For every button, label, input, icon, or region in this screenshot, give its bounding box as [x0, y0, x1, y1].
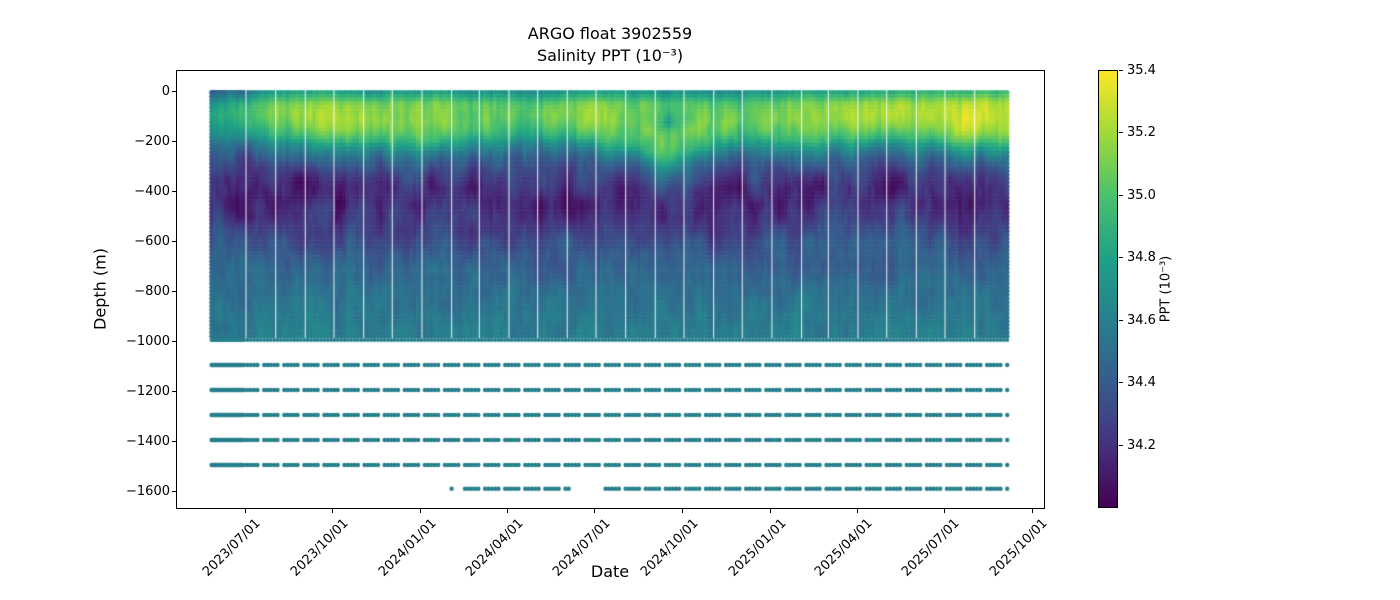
colorbar-tick-label: 35.0: [1127, 187, 1156, 203]
chart-subtitle: Salinity PPT (10⁻³): [536, 46, 684, 65]
y-tick-mark: [172, 91, 176, 92]
y-tick-label: −800: [134, 284, 170, 299]
y-tick-mark: [172, 391, 176, 392]
colorbar-tick-mark: [1119, 69, 1123, 71]
x-tick-mark: [594, 509, 596, 513]
colorbar-tick-mark: [1119, 194, 1123, 196]
colorbar-label: PPT (10⁻³): [1158, 255, 1174, 323]
y-tick-label: 0: [161, 84, 170, 99]
x-tick-mark: [943, 509, 945, 513]
colorbar-tick-label: 34.2: [1127, 437, 1156, 453]
y-tick-mark: [172, 141, 176, 142]
y-axis-label: Depth (m): [90, 248, 110, 330]
colorbar-tick-label: 35.4: [1127, 62, 1156, 78]
x-tick-mark: [770, 509, 772, 513]
x-tick-mark: [1031, 509, 1033, 513]
x-tick-mark: [507, 509, 509, 513]
y-tick-label: −400: [134, 184, 170, 199]
x-tick-mark: [856, 509, 858, 513]
x-tick-mark: [682, 509, 684, 513]
colorbar-tick-mark: [1119, 319, 1123, 321]
colorbar-tick-label: 35.2: [1127, 125, 1156, 141]
colorbar-tick-mark: [1119, 382, 1123, 384]
x-tick-mark: [420, 509, 422, 513]
plot-canvas: [177, 71, 1044, 508]
y-tick-mark: [172, 191, 176, 192]
colorbar-tick-mark: [1119, 257, 1123, 259]
y-tick-label: −1600: [126, 484, 170, 499]
chart-title: ARGO float 3902559: [527, 24, 693, 43]
y-tick-label: −600: [134, 234, 170, 249]
y-tick-label: −1200: [126, 384, 170, 399]
y-tick-mark: [172, 291, 176, 292]
x-axis-label: Date: [590, 562, 630, 581]
colorbar-tick-label: 34.8: [1127, 250, 1156, 266]
y-tick-mark: [172, 441, 176, 442]
y-tick-label: −1000: [126, 334, 170, 349]
y-tick-mark: [172, 341, 176, 342]
y-tick-mark: [172, 241, 176, 242]
colorbar-tick-mark: [1119, 132, 1123, 134]
y-tick-mark: [172, 491, 176, 492]
colorbar-tick-label: 34.6: [1127, 312, 1156, 328]
x-tick-mark: [244, 509, 246, 513]
colorbar-tick-label: 34.4: [1127, 375, 1156, 391]
colorbar: [1098, 70, 1118, 508]
y-tick-label: −1400: [126, 434, 170, 449]
y-tick-label: −200: [134, 134, 170, 149]
colorbar-tick-mark: [1119, 444, 1123, 446]
plot-area: [176, 70, 1045, 509]
x-tick-mark: [332, 509, 334, 513]
